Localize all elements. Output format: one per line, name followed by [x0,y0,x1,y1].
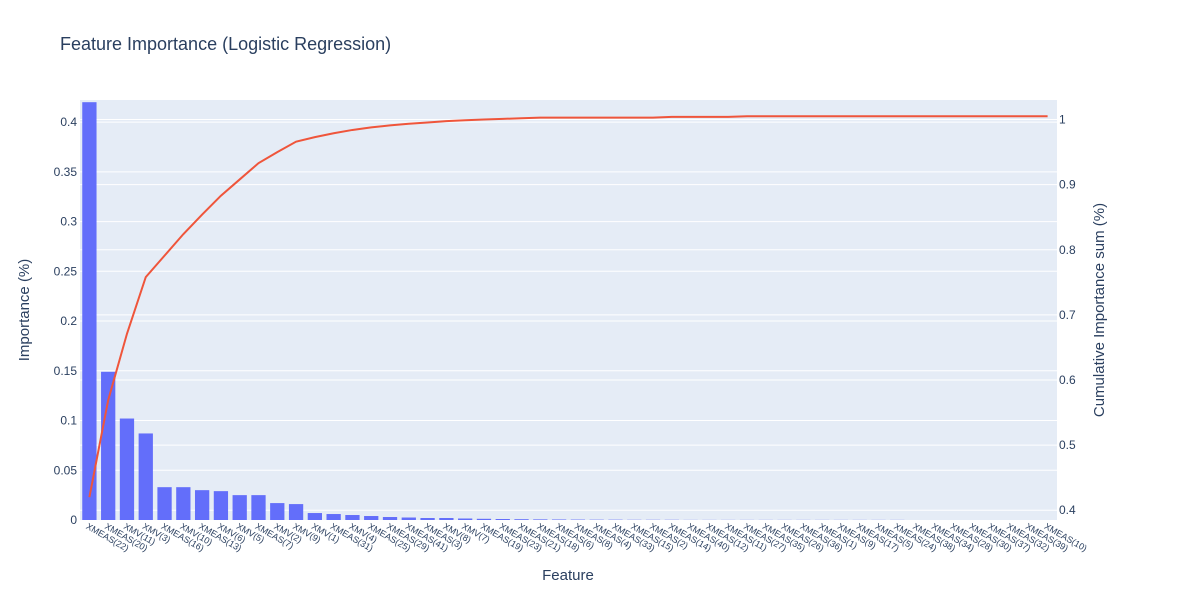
plot-area [80,100,1057,520]
y-tick-label: 0.35 [54,165,78,179]
x-axis-title: Feature [542,567,594,584]
cumulative-line-group [88,115,1048,498]
y2-tick-label: 0.5 [1059,438,1076,452]
y2-tick-label: 0.8 [1059,243,1076,257]
y2-tick-label: 0.6 [1059,373,1076,387]
cumulative-line [88,115,1048,498]
bar [119,418,135,520]
y-tick-label: 0.3 [60,215,77,229]
y-tick-label: 0 [70,513,77,527]
y2-tick-label: 1 [1059,113,1066,127]
x-axis-ticks: XMEAS(22)XMEAS(20)XMV(11)XMV(3)XMEAS(16)… [84,521,1088,553]
bar [364,516,379,520]
bar [213,491,229,520]
grid-lines [80,119,1057,511]
y2-axis-ticks: 0.4 0.5 0.6 0.7 0.8 0.9 1 [1059,113,1076,518]
bar [401,517,416,520]
bar [439,518,454,520]
chart-title: Feature Importance (Logistic Regression) [60,34,391,54]
bar [420,518,435,520]
bar [194,490,210,520]
y2-tick-label: 0.7 [1059,308,1076,322]
y-tick-label: 0.05 [54,463,78,477]
bar [533,519,548,520]
y-tick-label: 0.15 [54,364,78,378]
bar [101,371,116,520]
y-tick-label: 0.2 [60,314,77,328]
bar [307,513,322,520]
bar [176,487,191,520]
bar [382,517,398,520]
bars-group [82,102,905,520]
bar [495,519,510,520]
bar [138,433,153,520]
y2-axis-title: Cumulative Importance sum (%) [1091,203,1108,417]
bar [288,504,304,520]
bar [82,102,97,520]
bar [345,515,360,520]
bar [157,487,172,520]
y2-tick-label: 0.9 [1059,178,1076,192]
y2-tick-label: 0.4 [1059,503,1076,517]
bar [514,519,529,520]
bar [270,503,285,520]
bar [458,518,473,520]
bar [326,514,341,520]
bar [232,495,247,520]
y-axis-ticks: 0 0.05 0.1 0.15 0.2 0.25 0.3 0.35 0.4 [54,115,78,527]
y-tick-label: 0.1 [60,414,77,428]
bar [251,495,266,520]
y-axis-title: Importance (%) [16,259,33,362]
y-tick-label: 0.4 [60,115,77,129]
y-tick-label: 0.25 [54,264,78,278]
bar [476,518,492,520]
